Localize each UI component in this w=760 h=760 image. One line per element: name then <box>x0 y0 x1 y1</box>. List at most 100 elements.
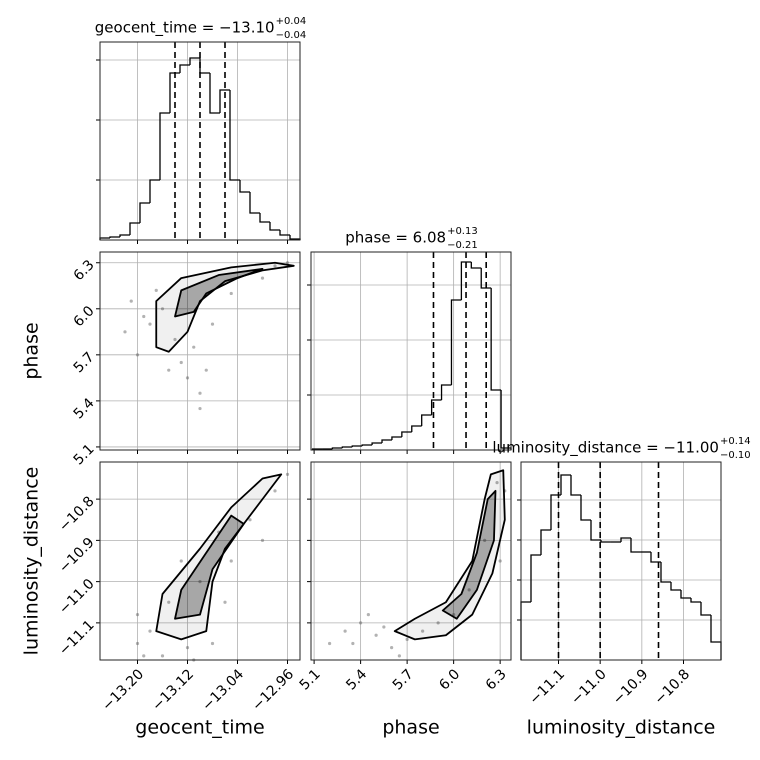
sample-point <box>198 580 202 584</box>
histogram-step <box>620 537 631 542</box>
sample-point <box>179 360 183 365</box>
sample-point <box>483 538 487 542</box>
histogram-step <box>249 192 260 214</box>
histogram-step <box>331 447 343 449</box>
sample-point <box>285 261 290 265</box>
x-tick-label: −13.20 <box>99 666 147 714</box>
sample-point <box>273 489 277 493</box>
panel-frame <box>520 461 722 661</box>
x-axis-label: geocent_time <box>135 717 264 739</box>
histogram-step <box>229 90 240 181</box>
y-tick-label: −10.9 <box>56 535 98 577</box>
histogram-step <box>179 64 190 73</box>
contour <box>174 267 264 318</box>
contour <box>174 514 245 620</box>
histogram-step <box>430 399 442 415</box>
x-tick-label: −11.0 <box>568 666 610 708</box>
histogram-step <box>630 538 641 553</box>
histogram-step <box>259 213 270 223</box>
histogram-step <box>450 299 462 385</box>
y-tick-label: −11.1 <box>56 617 98 659</box>
x-tick-label: 6.0 <box>436 666 463 693</box>
sample-point <box>328 641 332 646</box>
title-lower: −0.21 <box>447 240 478 251</box>
contour <box>441 489 497 620</box>
x-tick-label: 5.4 <box>343 666 370 693</box>
sample-point <box>167 368 171 372</box>
panel-frame <box>310 461 512 661</box>
histogram-step <box>129 222 140 235</box>
sample-point <box>192 345 196 349</box>
histogram-step <box>351 445 363 447</box>
sample-point <box>160 654 165 658</box>
histogram-step <box>550 494 561 530</box>
sample-point <box>154 288 158 292</box>
histogram-step <box>421 414 432 426</box>
histogram-step <box>660 562 671 583</box>
histogram-step <box>289 235 301 240</box>
x-axis-label: phase <box>382 717 439 739</box>
histogram-step <box>440 384 452 400</box>
histogram-step <box>690 598 701 603</box>
histogram-step <box>710 615 722 660</box>
sample-point <box>405 637 409 641</box>
sample-point <box>148 322 152 326</box>
histogram-step <box>540 529 551 555</box>
sample-point <box>273 264 277 268</box>
sample-point <box>135 641 140 646</box>
histogram-step <box>530 554 541 602</box>
y-tick-label: 5.4 <box>71 395 98 422</box>
histogram-step <box>590 520 601 541</box>
histogram-step <box>239 180 250 193</box>
y-tick-label: 5.7 <box>71 349 98 376</box>
histogram-step <box>189 57 200 65</box>
title-upper: +0.14 <box>720 436 751 447</box>
sample-point <box>495 481 499 485</box>
sample-point <box>359 621 363 625</box>
title-lower: −0.04 <box>276 30 307 41</box>
histogram-step <box>341 446 353 448</box>
histogram-step <box>700 602 711 616</box>
x-tick-label: 6.3 <box>483 666 510 693</box>
sample-point <box>248 518 252 522</box>
sample-point <box>285 472 290 476</box>
histogram-step <box>209 73 220 114</box>
histogram-step <box>490 288 502 391</box>
x-tick-label: −10.8 <box>652 666 694 708</box>
histogram-step <box>570 475 581 496</box>
sample-point <box>198 406 202 411</box>
panel-title: phase = 6.08 <box>345 229 446 247</box>
sample-point <box>366 613 370 617</box>
sample-point <box>129 299 133 303</box>
x-tick-label: −13.04 <box>199 666 247 714</box>
histogram-step <box>109 236 120 238</box>
sample-point <box>185 646 190 650</box>
histogram-step <box>460 261 472 300</box>
panel-frame <box>310 251 512 451</box>
sample-point <box>260 276 265 280</box>
sample-point <box>204 368 208 372</box>
histogram-step <box>361 444 373 446</box>
sample-point <box>123 330 127 334</box>
histogram-step <box>391 436 402 440</box>
panel-title: luminosity_distance = −11.00 <box>492 439 719 458</box>
x-tick-label: 5.7 <box>390 666 417 693</box>
sample-point <box>436 621 440 625</box>
sample-point <box>390 646 394 650</box>
histogram-step <box>470 262 482 269</box>
y-tick-label: −11.0 <box>56 576 98 618</box>
title-lower: −0.10 <box>720 450 751 461</box>
histogram-step <box>371 442 383 445</box>
histogram-step <box>119 234 130 237</box>
title-upper: +0.04 <box>276 16 307 27</box>
y-axis-label: phase <box>21 322 43 379</box>
histogram-step <box>520 601 531 660</box>
histogram-step <box>560 474 571 495</box>
x-tick-label: −10.9 <box>610 666 652 708</box>
contour <box>393 469 506 641</box>
sample-point <box>498 559 502 563</box>
sample-point <box>142 314 146 319</box>
sample-point <box>135 613 140 617</box>
y-tick-label: 5.1 <box>71 441 98 468</box>
